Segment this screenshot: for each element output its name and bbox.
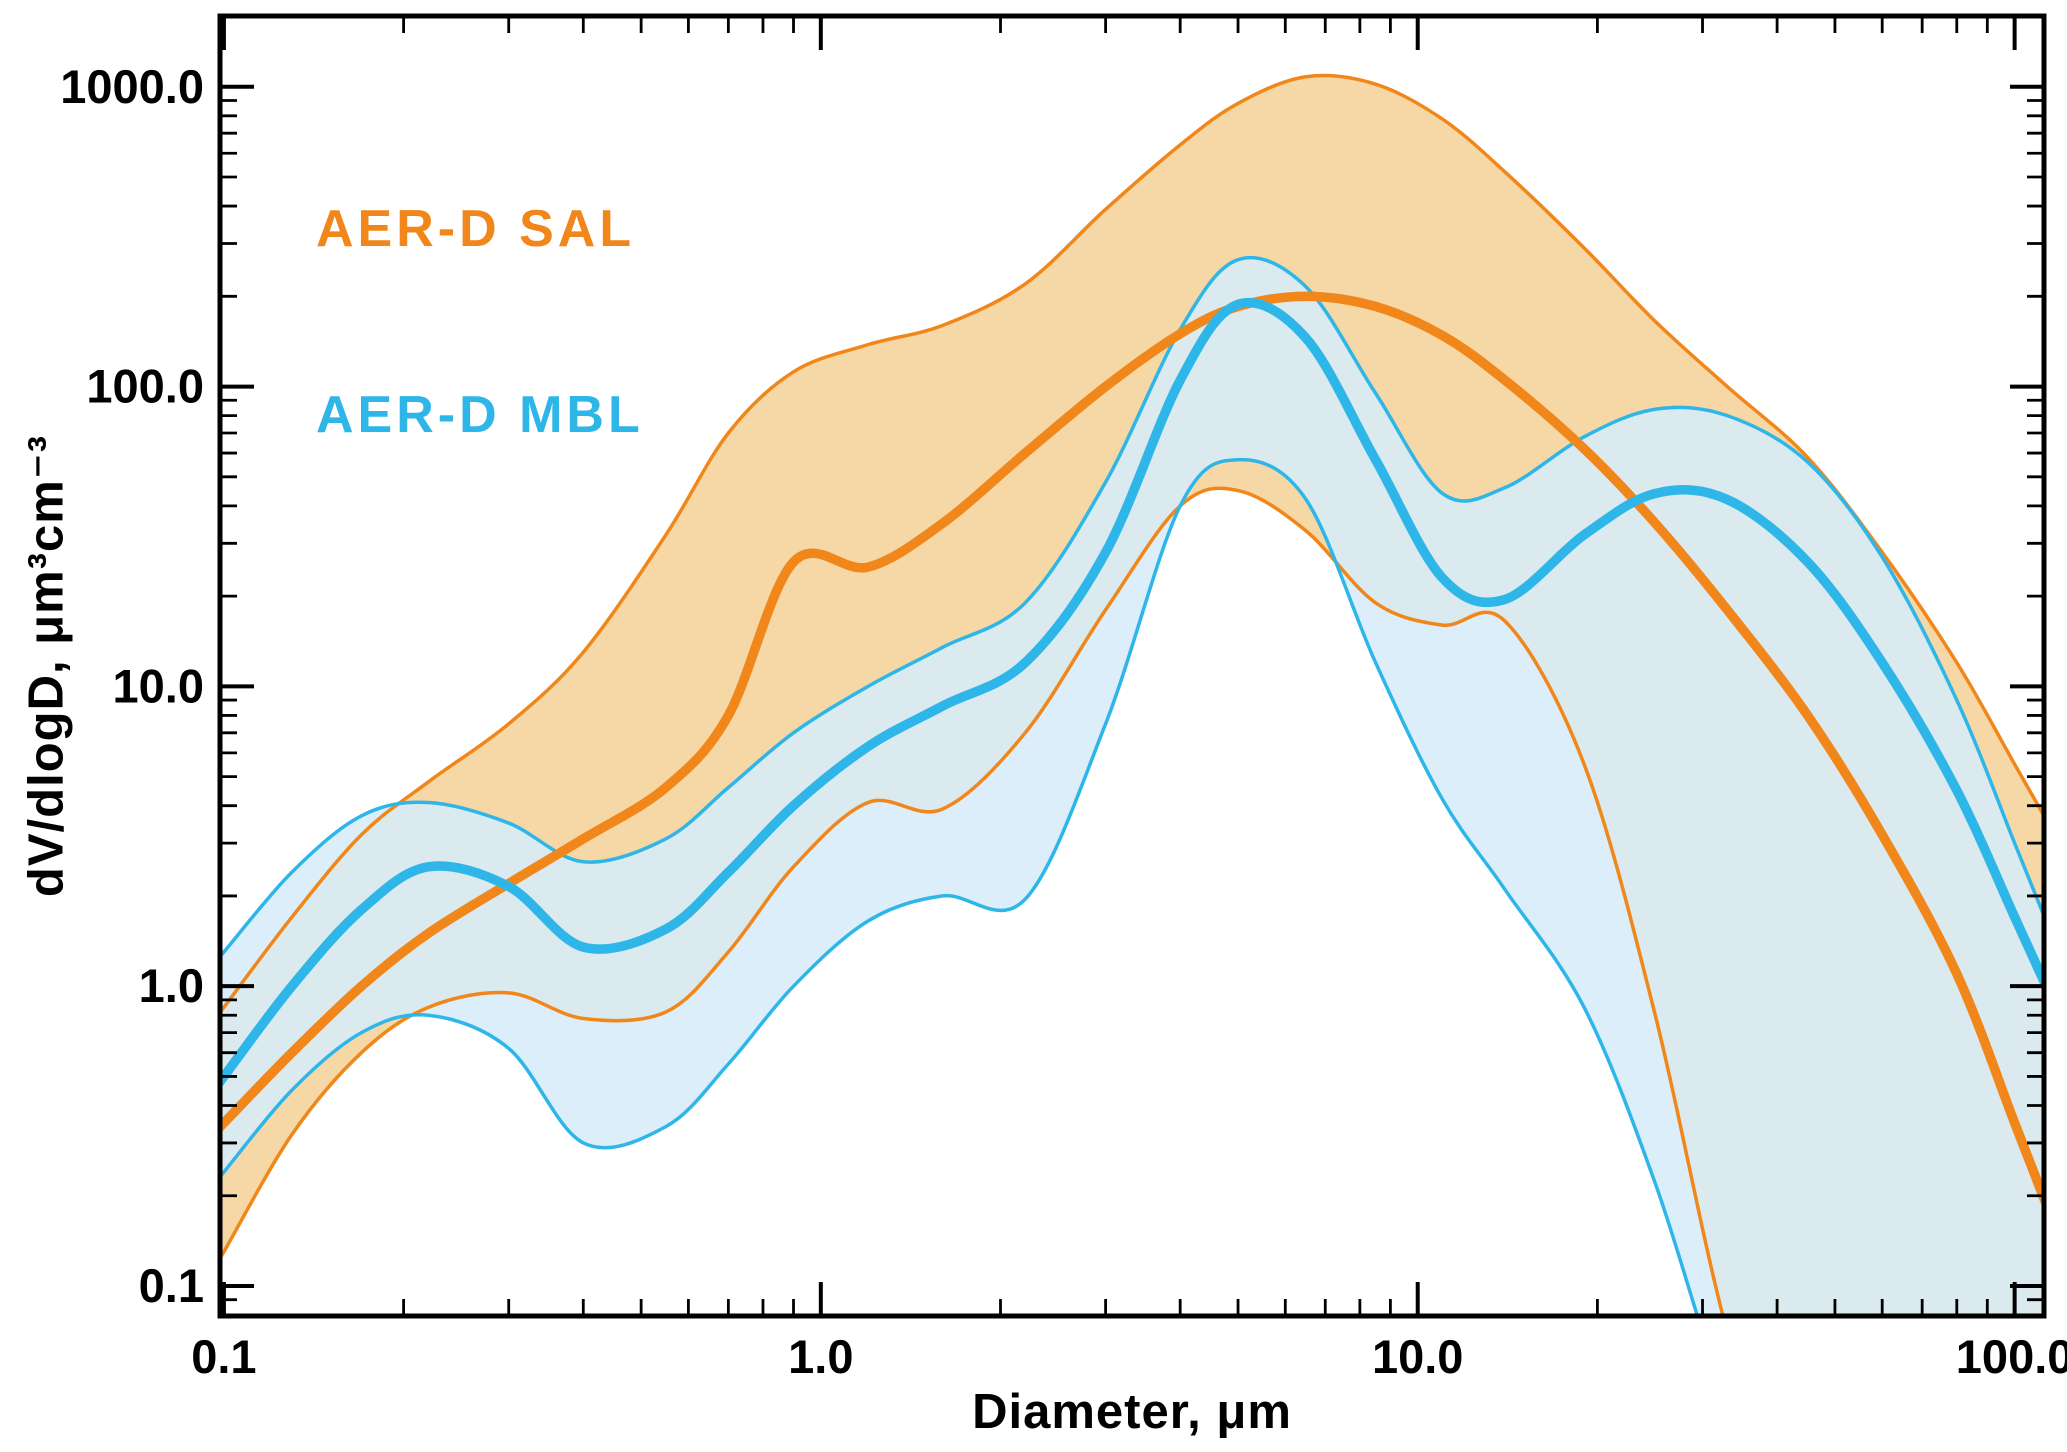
y-tick-label: 100.0 bbox=[86, 360, 204, 413]
curve-mbl-lower-bound bbox=[220, 457, 1700, 1316]
y-tick-label: 1000.0 bbox=[60, 60, 204, 113]
legend-item-mbl: AER-D MBL bbox=[316, 386, 644, 444]
curve-sal-upper-bound bbox=[220, 73, 2044, 1016]
y-tick-label: 0.1 bbox=[139, 1259, 204, 1312]
x-tick-label: 10.0 bbox=[1372, 1330, 1463, 1383]
x-axis-title: Diameter, μm bbox=[972, 1385, 1292, 1439]
y-tick-label: 10.0 bbox=[113, 659, 204, 712]
curve-mbl-upper-bound bbox=[220, 255, 2044, 960]
x-tick-label: 100.0 bbox=[1956, 1330, 2067, 1383]
plot-area bbox=[220, 73, 2044, 1316]
plot-frame bbox=[217, 13, 2047, 1319]
band-mbl bbox=[220, 257, 2044, 1316]
curve-mbl-median bbox=[220, 297, 2044, 1090]
y-axis-title: dV/dlogD, μm³cm⁻³ bbox=[19, 434, 74, 898]
legend: AER-D SAL AER-D MBL bbox=[316, 74, 644, 570]
x-tick-label: 1.0 bbox=[788, 1330, 853, 1383]
legend-item-sal: AER-D SAL bbox=[316, 200, 636, 258]
x-tick-label: 0.1 bbox=[191, 1330, 256, 1383]
y-tick-label: 1.0 bbox=[139, 959, 204, 1012]
curve-sal-lower-bound bbox=[220, 486, 1725, 1316]
